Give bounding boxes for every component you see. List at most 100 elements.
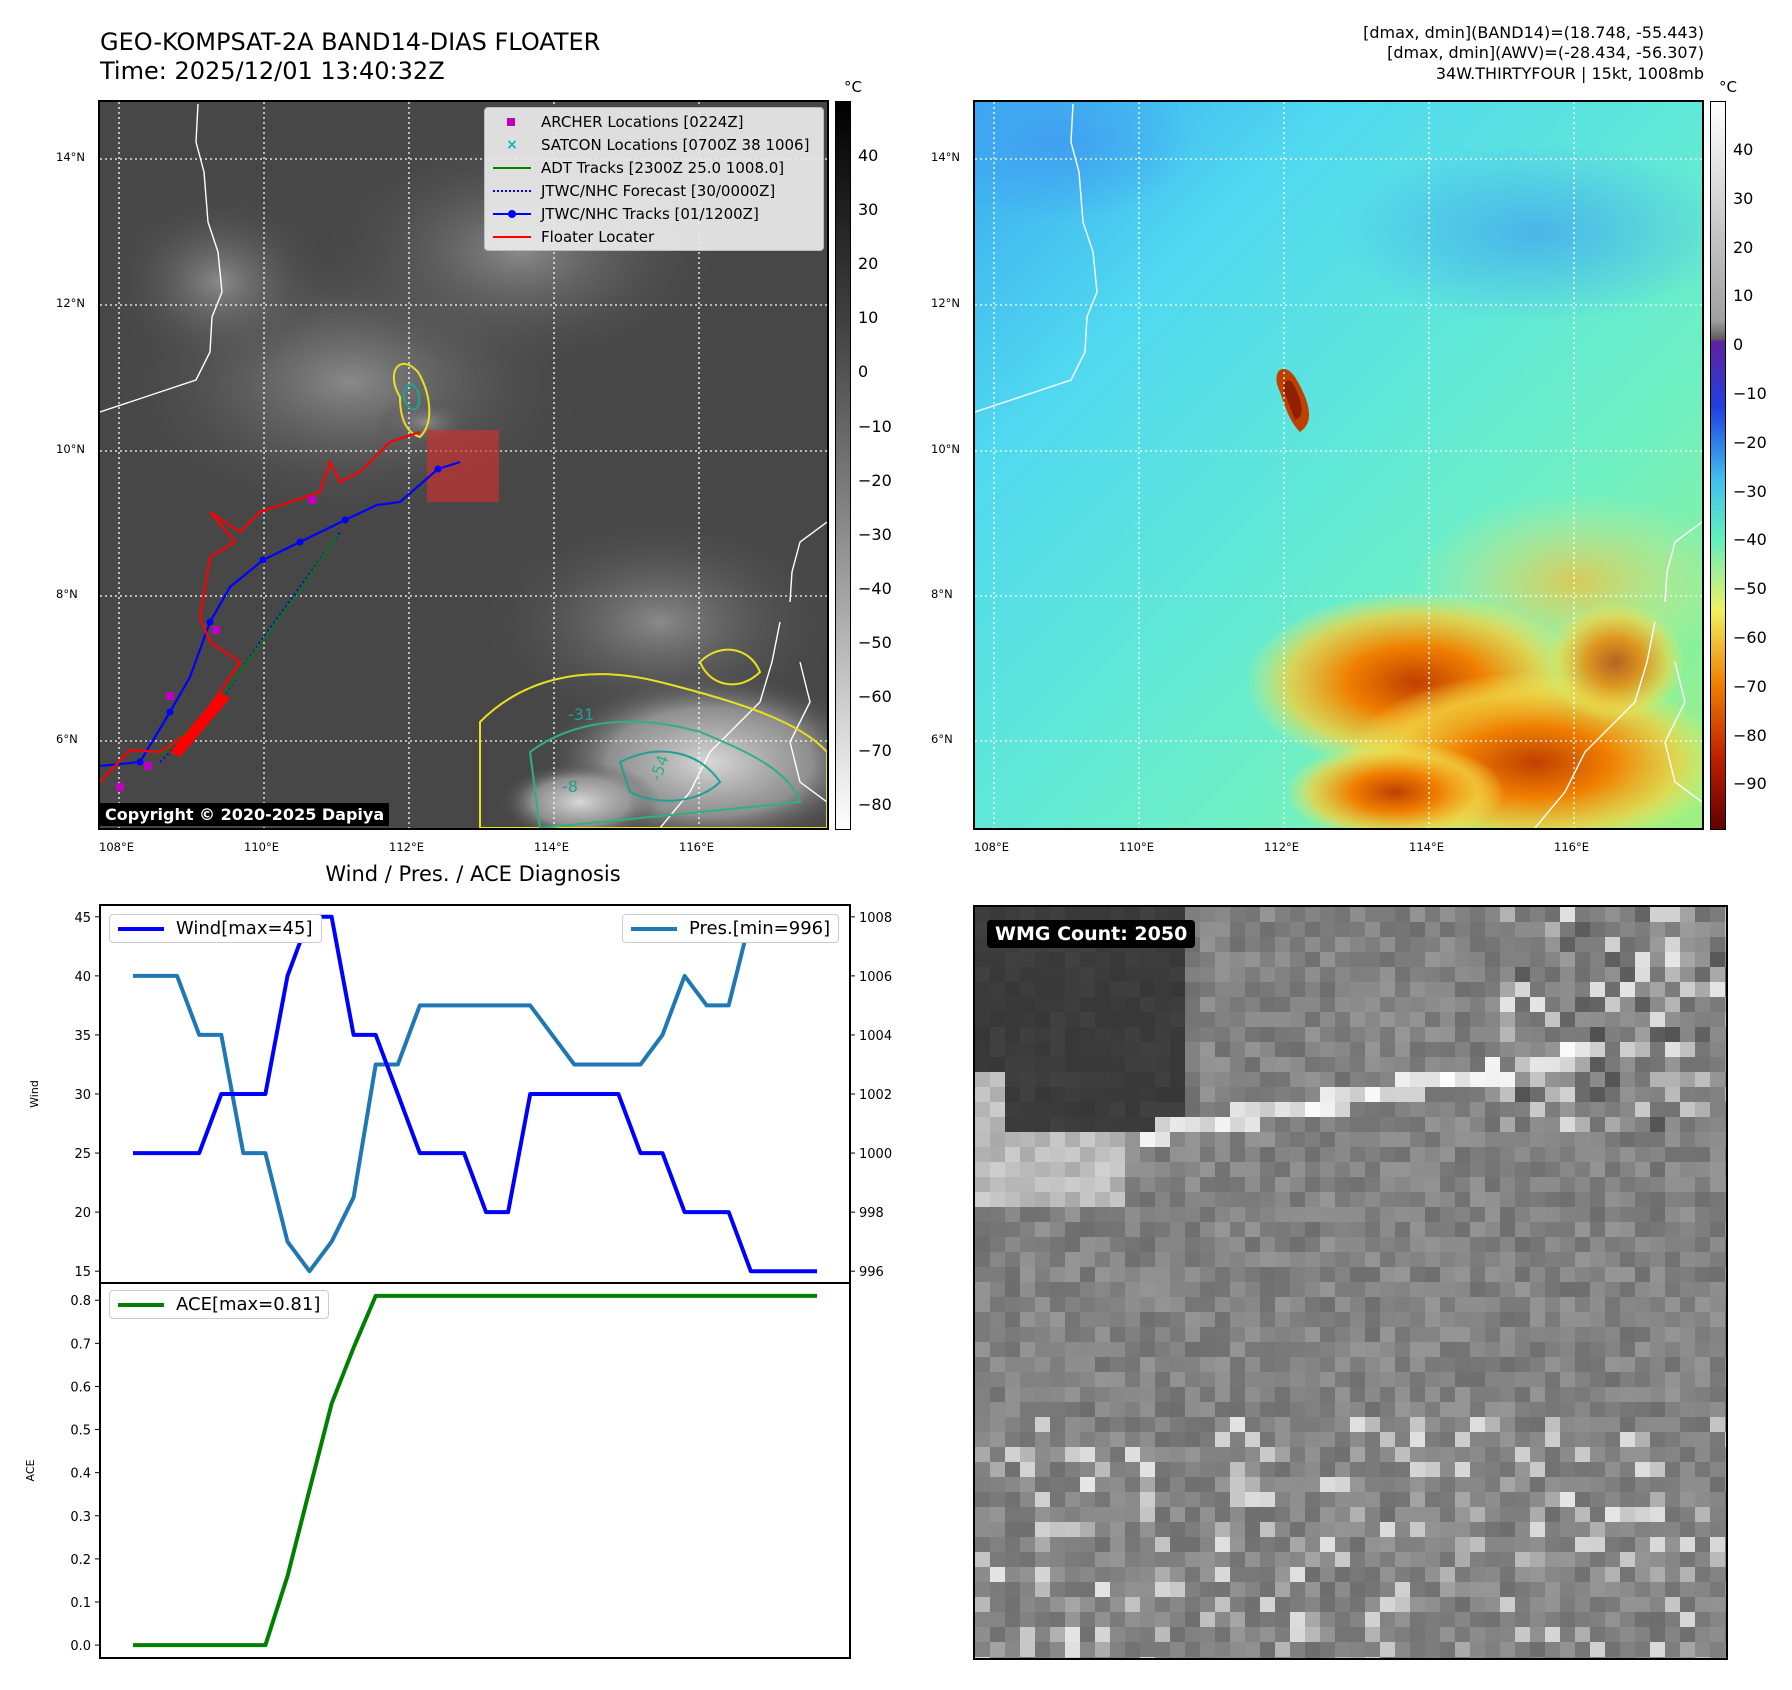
legend-label: ADT Tracks [2300Z 25.0 1008.0]: [541, 158, 785, 177]
colorbar-tick-label: −60: [1733, 628, 1767, 647]
y-tick-right-label: 996: [859, 1265, 884, 1280]
legend-label: Floater Locater: [541, 227, 655, 246]
colorbar-tick-label: −30: [858, 524, 892, 544]
wmg-panel: WMG Count: 2050: [973, 905, 1728, 1660]
legend-item-jtwc-forecast: JTWC/NHC Forecast [30/0000Z]: [485, 179, 823, 202]
pressure-legend: Pres.[min=996]: [622, 914, 840, 943]
legend-label: Pres.[min=996]: [689, 918, 831, 939]
colorbar-tick-label: 30: [858, 200, 879, 220]
y-tick-right-label: 1008: [859, 911, 892, 926]
ace-axes: [99, 1282, 851, 1659]
legend-swatch: [118, 926, 164, 931]
map-legend: ARCHER Locations [0224Z] × SATCON Locati…: [484, 107, 824, 251]
colorbar-tick-label: 20: [1733, 237, 1754, 257]
info-awv-range: [dmax, dmin](AWV)=(-28.434, -56.307): [1387, 43, 1704, 62]
awv-map-image: [975, 102, 1702, 828]
colorbar-tick-label: 0: [858, 362, 869, 382]
y-tick-label: 0.1: [70, 1596, 91, 1611]
colorbar-tick-label: −30: [1733, 481, 1767, 501]
colorbar-tick-label: 40: [858, 146, 879, 165]
diagnosis-title: Wind / Pres. / ACE Diagnosis: [325, 862, 621, 886]
y-tick-label: 15: [74, 1265, 91, 1280]
legend-swatch: [118, 1302, 164, 1307]
legend-label: Wind[max=45]: [176, 918, 313, 939]
colorbar-tick-label: 20: [858, 254, 879, 274]
ace-series-line: [133, 1293, 817, 1648]
contour-label: -31: [568, 705, 594, 724]
lat-tick: 10°N: [931, 442, 960, 456]
legend-item-archer: ARCHER Locations [0224Z]: [485, 110, 823, 133]
legend-label: SATCON Locations [0700Z 38 1006]: [541, 135, 810, 154]
ace-legend: ACE[max=0.81]: [109, 1290, 330, 1319]
y-tick-label: 45: [74, 911, 91, 926]
colorbar-tick-label: −90: [1733, 774, 1767, 794]
lat-tick: 6°N: [56, 732, 78, 746]
colorbar-tick-label: −80: [1733, 725, 1767, 745]
colorbar-gray: [835, 101, 851, 830]
colorbar-tick-label: −70: [1733, 676, 1767, 696]
figure-title: GEO-KOMPSAT-2A BAND14-DIAS FLOATER: [100, 28, 601, 56]
y-tick-right-label: 1000: [859, 1147, 892, 1162]
band14-map: -31 -54 -8 ARCHER Locations [0224Z] ×: [98, 100, 829, 830]
info-storm: 34W.THIRTYFOUR | 15kt, 1008mb: [1435, 64, 1704, 83]
y-tick-label: 0.7: [70, 1337, 91, 1352]
lon-tick: 112°E: [1264, 840, 1299, 854]
lon-tick: 108°E: [99, 840, 134, 854]
y-axis-label: Wind: [28, 1080, 41, 1108]
y-tick-right-label: 1002: [859, 1088, 892, 1103]
lon-tick: 114°E: [1409, 840, 1444, 854]
diagnosis-chart: 45 40 35 30 25 20 15 1008 1006 1004 1002 1000 998 996…: [24, 904, 892, 1659]
y-tick-right-label: 1004: [859, 1029, 892, 1044]
colorbar-tick-label: 10: [1733, 286, 1754, 306]
lat-tick: 12°N: [56, 296, 85, 310]
colorbar-tick-label: −80: [858, 795, 892, 815]
y-tick-label: 0.8: [70, 1294, 91, 1309]
wmg-image: [975, 907, 1726, 1658]
lon-tick: 112°E: [389, 840, 424, 854]
lat-tick: 14°N: [931, 150, 960, 164]
y-tick-right-label: 998: [859, 1206, 884, 1221]
legend-item-jtwc-tracks: JTWC/NHC Tracks [01/1200Z]: [485, 202, 823, 225]
colorbar-tick-label: −20: [1733, 432, 1767, 452]
colorbar-tick-label: 0: [1733, 335, 1744, 355]
y-tick-label: 0.2: [70, 1553, 91, 1568]
colorbar-tick-label: −10: [858, 416, 892, 436]
legend-label: ACE[max=0.81]: [176, 1294, 321, 1315]
lat-tick: 8°N: [56, 587, 78, 601]
lon-tick: 114°E: [534, 840, 569, 854]
y-tick-label: 40: [74, 970, 91, 985]
colorbar-tick-label: −40: [1733, 530, 1767, 550]
y-tick-label: 0.5: [70, 1424, 91, 1439]
copyright-label: Copyright © 2020-2025 Dapiya: [100, 803, 390, 826]
colorbar-tick-label: −20: [858, 470, 892, 490]
lon-tick: 116°E: [679, 840, 714, 854]
y-tick-label: 20: [74, 1206, 91, 1221]
pressure-series-line: [133, 914, 817, 1274]
y-tick-label: 25: [74, 1147, 91, 1162]
colorbar-color: [1710, 101, 1726, 830]
wind-legend: Wind[max=45]: [109, 914, 322, 943]
y-tick-label: 0.0: [70, 1639, 91, 1654]
lat-tick: 6°N: [931, 732, 953, 746]
colorbar-tick-label: −70: [858, 741, 892, 761]
colorbar-gray-unit: °C: [844, 78, 862, 96]
y-axis-label: ACE: [24, 1459, 37, 1481]
lon-tick: 110°E: [1119, 840, 1154, 854]
colorbar-tick-label: −40: [858, 578, 892, 598]
info-band14-range: [dmax, dmin](BAND14)=(18.748, -55.443): [1363, 23, 1704, 42]
colorbar-tick-label: 30: [1733, 188, 1754, 208]
wind-series-line: [133, 914, 817, 1274]
y-tick-label: 30: [74, 1088, 91, 1103]
y-tick-label: 0.4: [70, 1467, 91, 1482]
legend-item-satcon: × SATCON Locations [0700Z 38 1006]: [506, 135, 810, 154]
figure-time: Time: 2025/12/01 13:40:32Z: [100, 57, 445, 85]
legend-label: JTWC/NHC Forecast [30/0000Z]: [541, 181, 776, 200]
legend-swatch: [631, 926, 677, 931]
y-tick-right-label: 1006: [859, 970, 892, 985]
y-tick-label: 0.3: [70, 1510, 91, 1525]
colorbar-tick-label: −50: [858, 632, 892, 652]
legend-label: ARCHER Locations [0224Z]: [541, 112, 744, 131]
wmg-count-badge: WMG Count: 2050: [987, 920, 1196, 948]
contour-label: -8: [562, 777, 578, 796]
colorbar-color-unit: °C: [1719, 78, 1737, 96]
